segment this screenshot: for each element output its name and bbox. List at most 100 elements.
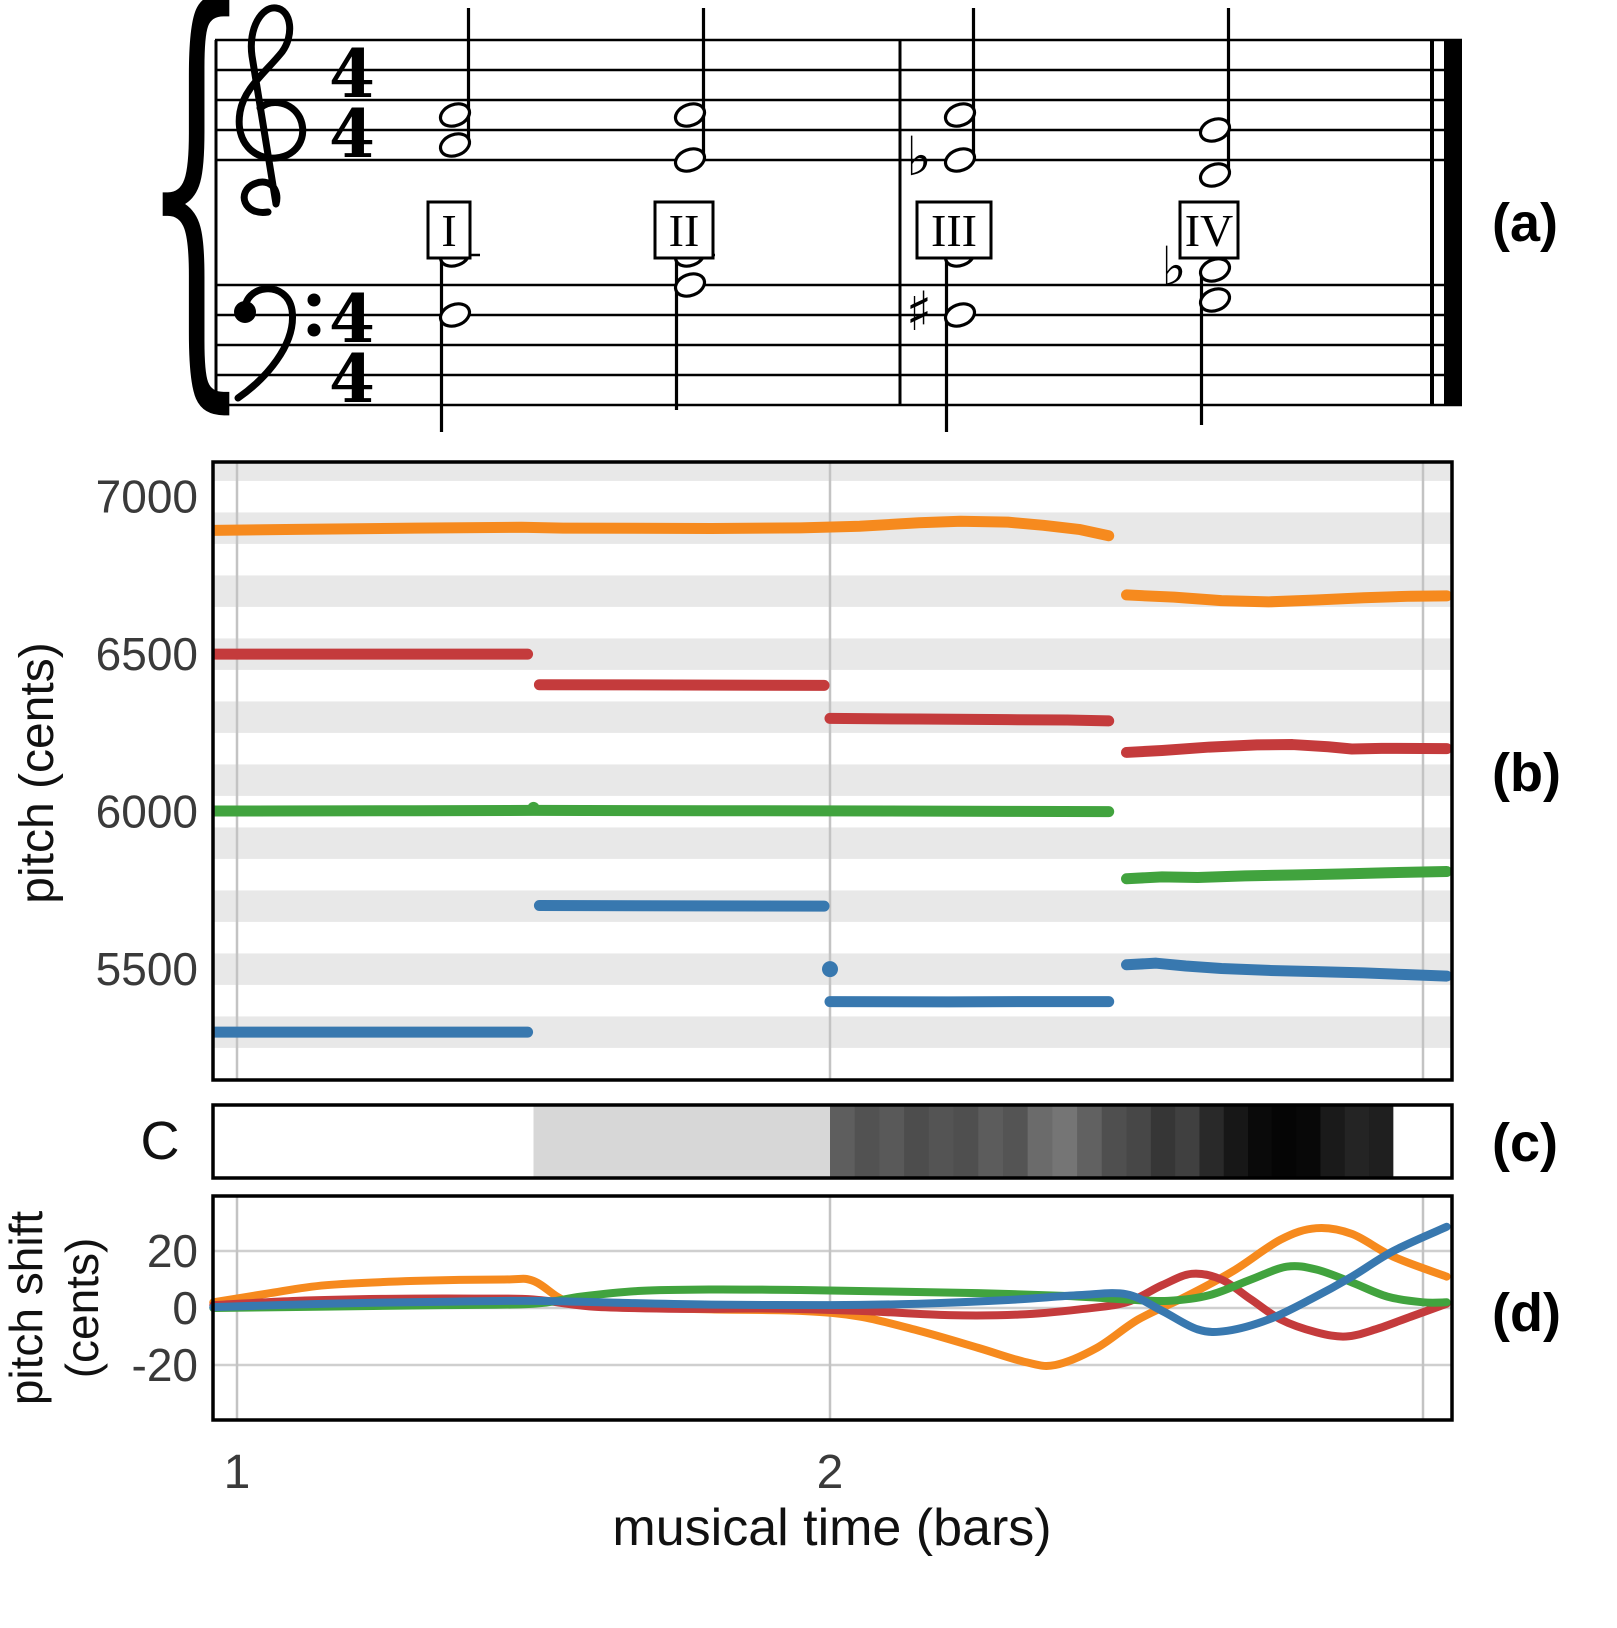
pitch-ytick-label: 7000 [96, 471, 198, 523]
half-note-head [438, 132, 472, 158]
context-cell [1369, 1105, 1395, 1178]
shift-ytick-label: 0 [172, 1282, 198, 1334]
pitch-shift-axis-label-line1: pitch shift [0, 1210, 52, 1406]
context-cell [904, 1105, 930, 1178]
shift-series-bass [209, 1222, 1451, 1336]
pitch-series-tenor [1121, 866, 1452, 885]
context-cell [830, 1105, 856, 1178]
shift-ytick-label: -20 [132, 1339, 198, 1391]
shift-plot-border [211, 1194, 1454, 1422]
panel-label-d: (d) [1492, 1283, 1561, 1343]
pitch-series-bass [533, 900, 830, 912]
x-axis-title: musical time (bars) [612, 1499, 1052, 1557]
half-note-head [943, 102, 977, 128]
pitch-series-soprano [213, 515, 1115, 542]
half-note-head [1198, 287, 1232, 313]
bass-clef-dot-icon [307, 323, 321, 337]
half-note-head [673, 102, 707, 128]
pitch-series-tenor [213, 804, 1115, 818]
pitch-series-bass [1121, 957, 1452, 982]
context-cell [1393, 1105, 1454, 1178]
chord-numeral-box [1178, 200, 1240, 260]
context-cell [1101, 1105, 1128, 1178]
half-note-head [438, 102, 472, 128]
chord-numeral-label: I [441, 205, 456, 256]
time-signature-denominator: 4 [329, 95, 375, 173]
semitone-stripe [213, 827, 1452, 859]
pitch-chart-panel: 7000 6500 6000 5500 [96, 460, 1454, 1082]
semitone-stripe [213, 890, 1452, 922]
context-cell [1150, 1105, 1176, 1178]
context-cell [1199, 1105, 1225, 1178]
final-thick-barline [1444, 40, 1462, 405]
semitone-stripe [213, 764, 1452, 796]
pitch-shift-panel: 200-20 1 2 [132, 1194, 1454, 1499]
context-cell [533, 1105, 831, 1178]
half-note-head [438, 302, 472, 328]
half-note-head [1198, 117, 1232, 143]
shift-series-soprano [209, 1223, 1451, 1370]
half-note-head [1198, 257, 1232, 283]
pitch-point-bass [822, 961, 838, 978]
context-cell [953, 1105, 979, 1178]
context-cell [1126, 1105, 1152, 1178]
sharp-accidental-icon: ♯ [906, 280, 932, 343]
context-cell [1223, 1105, 1249, 1178]
pitch-plot-area [213, 462, 1452, 1080]
time-signature-denominator: 4 [329, 340, 375, 418]
context-strip-panel [211, 1103, 1454, 1180]
chord-numeral-label: II [669, 205, 700, 256]
context-cell [1027, 1105, 1054, 1178]
chord-numeral-label: III [931, 205, 977, 256]
panel-label-b: (b) [1492, 743, 1561, 803]
panel-label-a: (a) [1492, 193, 1558, 253]
semitone-stripe [213, 462, 1452, 481]
context-cell [1296, 1105, 1322, 1178]
context-cell [1077, 1105, 1103, 1178]
pitch-series-alto [824, 712, 1115, 727]
context-strip-label: C [140, 1111, 180, 1171]
context-cell [879, 1105, 905, 1178]
half-note-head [943, 302, 977, 328]
x-tick-label: 1 [224, 1446, 251, 1499]
chord-numeral-box [426, 200, 472, 260]
context-cell [1175, 1105, 1201, 1178]
context-cell [1248, 1105, 1273, 1178]
pitch-point-tenor [527, 801, 540, 814]
chord-numeral-box [653, 200, 715, 260]
half-note-head [673, 147, 707, 173]
pitch-ytick-label: 6500 [96, 628, 198, 680]
time-signature-numerator: 4 [329, 280, 375, 358]
bass-clef-dot-icon [307, 293, 321, 307]
context-strip-border [211, 1103, 1454, 1180]
context-cell [1271, 1105, 1297, 1178]
half-note-head [673, 272, 707, 298]
context-cell [978, 1105, 1004, 1178]
pitch-shift-axis-label-line2: (cents) [56, 1237, 108, 1379]
half-note-head [943, 147, 977, 173]
system-brace: { [141, 0, 251, 445]
context-cell [213, 1105, 535, 1178]
pitch-series-alto [533, 679, 830, 691]
context-cell [854, 1105, 881, 1178]
context-cell [928, 1105, 955, 1178]
chord-numeral-box [915, 200, 993, 260]
pitch-shift-axis-label: pitch shift (cents) [0, 1108, 110, 1508]
panel-label-c: (c) [1492, 1113, 1558, 1173]
pitch-ytick-label: 5500 [96, 943, 198, 995]
context-cell [1052, 1105, 1078, 1178]
context-cell [1320, 1105, 1346, 1178]
flat-accidental-icon: ♭ [906, 125, 931, 188]
context-cell [1344, 1105, 1370, 1178]
pitch-plot-border [211, 460, 1454, 1082]
bass-clef-icon [234, 285, 296, 402]
x-tick-label: 2 [817, 1446, 844, 1499]
context-cell [1002, 1105, 1029, 1178]
treble-clef-icon [235, 4, 307, 216]
pitch-series-alto [1121, 739, 1452, 758]
pitch-ytick-label: 6000 [96, 786, 198, 838]
pitch-axis-label: pitch (cents) [11, 642, 64, 904]
shift-ytick-label: 20 [147, 1225, 198, 1277]
